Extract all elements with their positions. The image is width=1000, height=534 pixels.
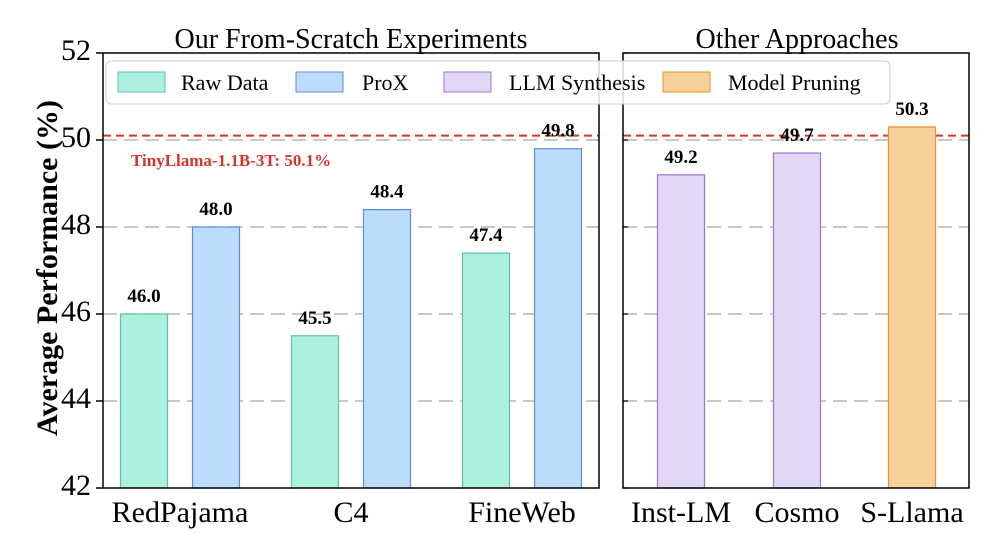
bar-label-fineweb-prox: 49.8: [541, 121, 574, 142]
legend-swatch-llm-synthesis: [443, 71, 492, 93]
y-tick-label-42: 42: [61, 469, 91, 502]
bar-inst-lm-llm-synthesis: [656, 174, 706, 489]
bar-redpajama-prox: [191, 226, 241, 489]
legend-label-prox: ProX: [362, 70, 409, 95]
legend-swatch-prox: [295, 71, 344, 93]
legend-swatch-raw-data: [117, 71, 166, 93]
panel-title-left: Our From-Scratch Experiments: [174, 24, 527, 55]
x-tick-label-s-llama: S-Llama: [860, 496, 963, 529]
legend-label-raw-data: Raw Data: [181, 70, 269, 95]
bar-c4-raw-data: [290, 335, 340, 489]
y-axis-label: Average Performance (%): [31, 100, 64, 436]
legend-label-model-pruning: Model Pruning: [728, 70, 861, 95]
x-tick-label-c4: C4: [333, 496, 368, 529]
reference-line-label: TinyLlama-1.1B-3T: 50.1%: [131, 151, 331, 170]
legend-label-llm-synthesis: LLM Synthesis: [509, 70, 645, 95]
legend: Raw Data ProX LLM Synthesis Model Prunin…: [105, 60, 891, 105]
bar-label-s-llama-model-pruning: 50.3: [895, 99, 928, 120]
y-tick-label-46: 46: [61, 295, 91, 328]
bar-label-fineweb-raw-data: 47.4: [469, 225, 503, 246]
x-tick-label-fineweb: FineWeb: [468, 496, 576, 529]
panel-frame-right: [622, 52, 970, 489]
bar-label-c4-prox: 48.4: [370, 182, 404, 203]
y-tick-label-44: 44: [61, 382, 91, 415]
panel-title-right: Other Approaches: [696, 24, 899, 55]
y-tick-label-50: 50: [61, 121, 91, 154]
x-tick-label-redpajama: RedPajama: [112, 496, 249, 529]
bar-label-c4-raw-data: 45.5: [298, 308, 331, 329]
bar-s-llama-model-pruning: [887, 126, 937, 489]
bar-fineweb-prox: [533, 148, 583, 489]
y-tick-label-48: 48: [61, 208, 91, 241]
y-tick-label-52: 52: [61, 34, 91, 67]
x-tick-label-inst-lm: Inst-LM: [631, 496, 731, 529]
bar-c4-prox: [362, 209, 412, 489]
legend-swatch-model-pruning: [662, 71, 711, 93]
bar-fineweb-raw-data: [461, 252, 511, 489]
bar-redpajama-raw-data: [119, 313, 169, 489]
bar-label-inst-lm-llm-synthesis: 49.2: [664, 147, 697, 168]
bar-label-cosmo-llm-synthesis: 49.7: [780, 125, 814, 146]
bar-label-redpajama-raw-data: 46.0: [127, 286, 160, 307]
bar-cosmo-llm-synthesis: [772, 152, 822, 489]
bar-label-redpajama-prox: 48.0: [199, 199, 232, 220]
x-tick-label-cosmo: Cosmo: [754, 496, 839, 529]
panel-frame-left: [102, 52, 600, 489]
